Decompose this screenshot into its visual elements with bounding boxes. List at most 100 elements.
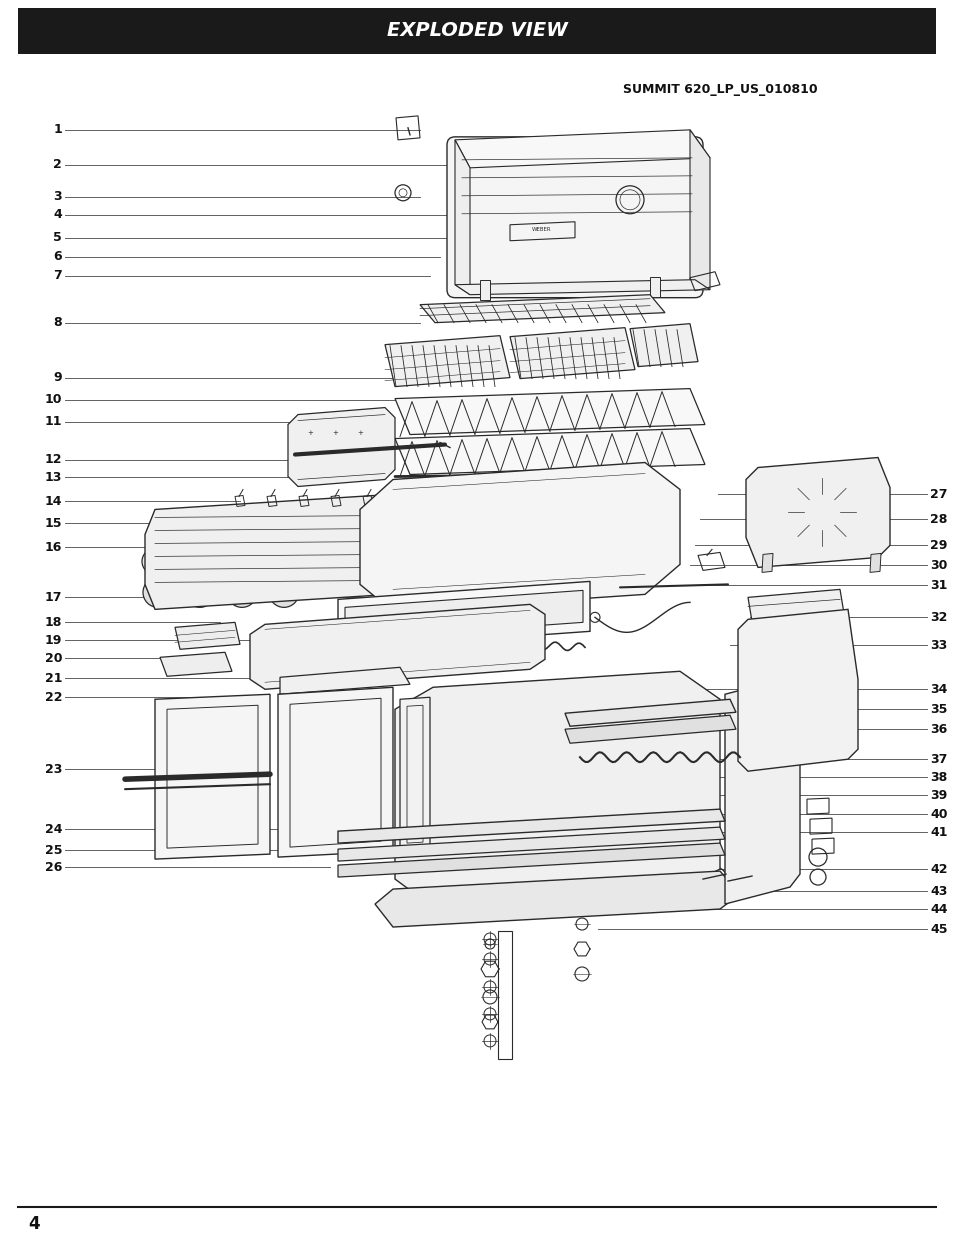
Text: 8: 8	[53, 316, 62, 330]
Bar	[444, 721, 476, 734]
Polygon shape	[649, 277, 659, 296]
Polygon shape	[455, 279, 709, 295]
Bar	[491, 699, 522, 711]
Polygon shape	[738, 609, 857, 771]
Text: 20: 20	[45, 652, 62, 664]
Text: WEBER: WEBER	[532, 227, 551, 232]
Polygon shape	[385, 336, 510, 387]
Bar	[550, 839, 584, 851]
Bar	[734, 793, 754, 818]
Polygon shape	[375, 871, 740, 927]
Circle shape	[463, 604, 472, 613]
Bar	[499, 819, 535, 831]
Circle shape	[517, 601, 525, 609]
Text: 18: 18	[45, 616, 62, 629]
Bar	[491, 766, 522, 777]
Bar	[734, 709, 754, 735]
Text: 4: 4	[28, 1215, 40, 1233]
Text: 28: 28	[929, 513, 946, 526]
Bar	[628, 721, 660, 734]
Polygon shape	[337, 809, 724, 844]
Polygon shape	[277, 687, 393, 857]
Bar	[582, 721, 615, 734]
Polygon shape	[160, 652, 232, 677]
Bar	[491, 743, 522, 756]
Circle shape	[255, 548, 282, 574]
Bar	[762, 835, 782, 860]
Bar	[499, 839, 535, 851]
Text: 19: 19	[45, 634, 62, 647]
Text: 17: 17	[45, 590, 62, 604]
Polygon shape	[761, 553, 772, 572]
Bar	[450, 860, 484, 871]
Polygon shape	[395, 429, 704, 474]
Polygon shape	[359, 463, 679, 611]
Bar	[782, 640, 804, 657]
Bar	[537, 743, 568, 756]
Circle shape	[382, 609, 391, 616]
Text: 35: 35	[929, 703, 946, 716]
Text: EXPLODED VIEW: EXPLODED VIEW	[386, 21, 567, 41]
Text: 9: 9	[53, 370, 62, 384]
Circle shape	[297, 525, 317, 545]
Circle shape	[269, 578, 298, 608]
Polygon shape	[280, 667, 410, 694]
Text: 38: 38	[929, 771, 946, 784]
Polygon shape	[724, 677, 800, 904]
Text: 45: 45	[929, 923, 946, 936]
Circle shape	[185, 578, 214, 608]
Polygon shape	[747, 589, 844, 627]
Bar	[762, 751, 782, 776]
Polygon shape	[337, 582, 589, 650]
Text: 24: 24	[45, 823, 62, 836]
Circle shape	[142, 548, 168, 574]
Bar	[491, 787, 522, 799]
Bar	[782, 724, 804, 741]
Circle shape	[261, 525, 281, 545]
Text: 12: 12	[45, 453, 62, 466]
Bar	[550, 819, 584, 831]
Bar	[599, 839, 635, 851]
Polygon shape	[250, 604, 544, 689]
Text: 13: 13	[45, 471, 62, 484]
Circle shape	[227, 578, 256, 608]
Bar	[628, 787, 660, 799]
Bar	[582, 699, 615, 711]
Polygon shape	[869, 553, 880, 572]
Bar	[537, 787, 568, 799]
Text: 40: 40	[929, 808, 946, 820]
Text: 25: 25	[45, 844, 62, 857]
Bar	[599, 819, 635, 831]
Bar	[582, 787, 615, 799]
Bar	[444, 743, 476, 756]
Text: 7: 7	[53, 269, 62, 283]
Text: 32: 32	[929, 611, 946, 624]
Bar	[628, 766, 660, 777]
Text: 27: 27	[929, 488, 946, 501]
Polygon shape	[564, 715, 735, 743]
Circle shape	[335, 525, 355, 545]
Polygon shape	[510, 327, 635, 379]
Bar	[444, 766, 476, 777]
Bar	[582, 743, 615, 756]
Polygon shape	[337, 827, 724, 861]
Text: 36: 36	[929, 722, 946, 736]
Bar	[599, 860, 635, 871]
Bar	[810, 724, 832, 741]
Bar	[762, 793, 782, 818]
Text: 23: 23	[45, 763, 62, 776]
Bar	[537, 766, 568, 777]
Bar	[582, 766, 615, 777]
Bar	[491, 721, 522, 734]
Text: 16: 16	[45, 541, 62, 555]
Polygon shape	[395, 672, 720, 906]
Bar	[444, 699, 476, 711]
Bar	[754, 724, 776, 741]
Polygon shape	[345, 590, 582, 640]
Text: 6: 6	[53, 251, 62, 263]
Circle shape	[224, 525, 244, 545]
Bar	[810, 695, 832, 714]
Bar	[734, 835, 754, 860]
Text: 4: 4	[53, 209, 62, 221]
Text: 10: 10	[45, 393, 62, 406]
